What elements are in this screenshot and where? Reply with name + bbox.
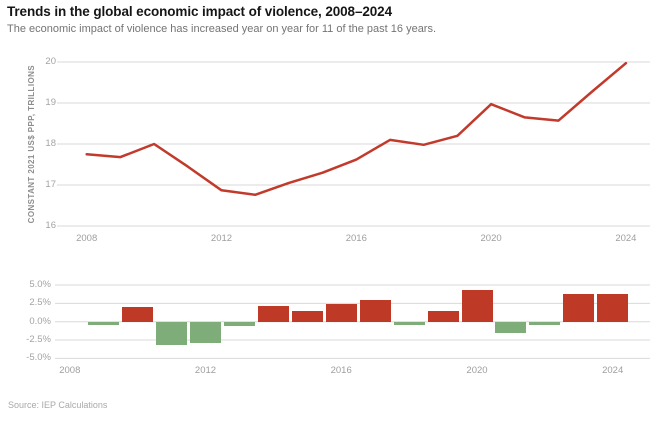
- x-tick-label: 2008: [76, 233, 98, 244]
- y-tick-label: 18: [45, 138, 56, 149]
- chart-subtitle: The economic impact of violence has incr…: [7, 23, 437, 35]
- change-bar-2021: [495, 321, 527, 333]
- bar-chart-canvas: [55, 284, 650, 359]
- line-chart-canvas: [57, 61, 650, 227]
- x-tick-label: 2024: [602, 365, 624, 376]
- y-tick-label: -2.5%: [26, 334, 51, 346]
- change-bar-2018: [393, 321, 425, 325]
- change-bar-2024: [597, 293, 629, 322]
- change-bar-2017: [359, 300, 391, 322]
- y-tick-label: 0.0%: [29, 315, 51, 327]
- x-tick-label: 2020: [466, 365, 488, 376]
- change-bar-2022: [529, 321, 561, 325]
- x-tick-label: 2020: [480, 233, 502, 244]
- line-chart: CONSTANT 2021 US$ PPP, TRILLIONS 20 19 18 1…: [0, 55, 670, 260]
- change-bar-2014: [257, 305, 289, 322]
- y-tick-label: 20: [45, 56, 56, 67]
- bar-chart: 5.0% 2.5% 0.0% -2.5% -5.0% 2008 2012 2016 2020 20…: [0, 277, 670, 382]
- y-tick-label: 5.0%: [29, 279, 51, 291]
- change-bar-2023: [563, 293, 595, 322]
- y-tick-label: 19: [45, 97, 56, 108]
- change-bar-2009: [88, 321, 120, 325]
- change-bar-2015: [291, 311, 323, 322]
- change-bar-2012: [190, 321, 221, 343]
- y-tick-label: 17: [45, 179, 56, 190]
- y-tick-label: 2.5%: [29, 297, 51, 309]
- change-bar-2016: [325, 304, 357, 322]
- x-tick-label: 2012: [194, 365, 217, 376]
- x-tick-label: 2008: [59, 365, 81, 376]
- x-tick-label: 2016: [330, 365, 352, 376]
- chart-title: Trends in the global economic impact of …: [7, 4, 392, 19]
- impact-trend-line: [85, 61, 628, 197]
- change-bar-2019: [427, 311, 459, 322]
- source-note: Source: IEP Calculations: [8, 400, 108, 410]
- change-bar-2020: [461, 290, 493, 322]
- x-tick-label: 2016: [345, 233, 367, 244]
- x-tick-label: 2012: [210, 233, 233, 244]
- change-bar-2010: [122, 307, 154, 322]
- x-tick-label: 2024: [615, 233, 637, 244]
- change-bar-2011: [156, 321, 188, 346]
- y-tick-label: 16: [45, 220, 56, 231]
- y-tick-label: -5.0%: [26, 352, 51, 364]
- change-bar-2013: [223, 321, 255, 327]
